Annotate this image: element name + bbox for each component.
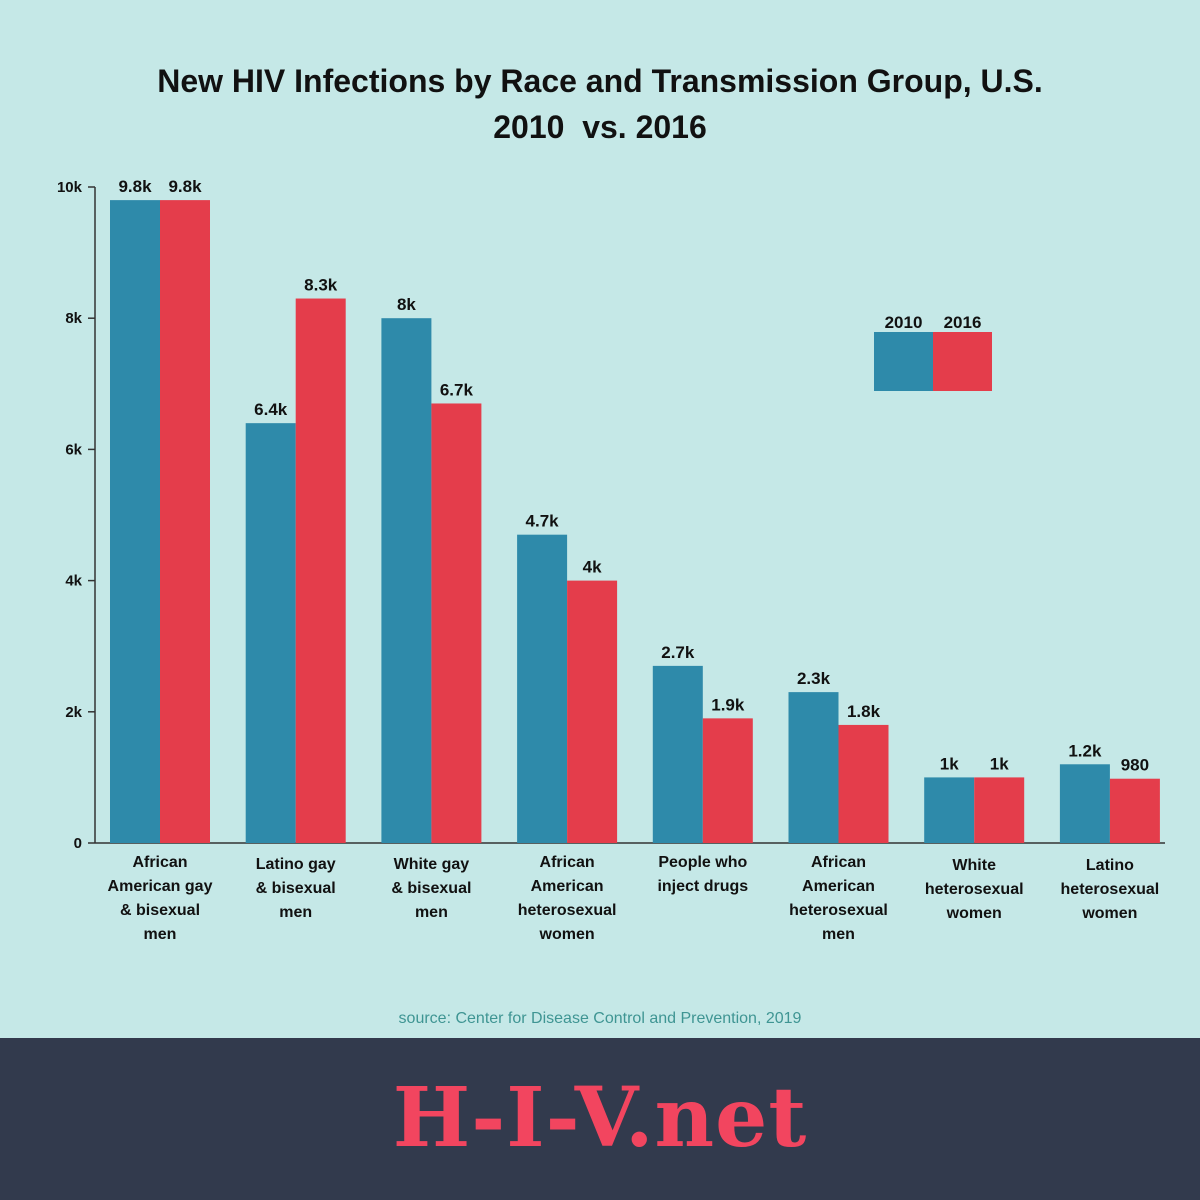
bar-label-2010-6: 1k (940, 754, 959, 773)
bar-label-2016-4: 1.9k (711, 695, 745, 714)
category-label-5-2: heterosexual (789, 902, 888, 919)
bar-label-2016-1: 8.3k (304, 276, 338, 295)
category-label-1-2: men (279, 904, 312, 921)
category-label-4-1: inject drugs (657, 878, 748, 895)
bar-label-2010-5: 2.3k (797, 669, 831, 688)
legend-swatch-2010 (874, 332, 933, 391)
bar-2016-6 (974, 777, 1025, 843)
bar-label-2010-3: 4.7k (526, 512, 560, 531)
bar-label-2016-6: 1k (990, 754, 1009, 773)
category-label-3-1: American (531, 878, 604, 895)
category-label-5-3: men (822, 926, 855, 943)
chart-title-line-1: New HIV Infections by Race and Transmiss… (157, 63, 1043, 99)
bar-2016-7 (1109, 778, 1160, 843)
bar-label-2016-0: 9.8k (168, 177, 202, 196)
bar-chart: 0 2k 4k 6k 8k 10k 9.8k 9.8k African American gay &… (57, 177, 1165, 943)
y-tick-label-5: 10k (57, 179, 83, 196)
category-label-0-1: American gay (108, 878, 213, 895)
legend-swatch-2016 (933, 332, 992, 391)
category-label-1-0: Latino gay (256, 856, 336, 873)
category-label-3-2: heterosexual (518, 902, 617, 919)
bar-2016-2 (431, 403, 482, 843)
y-tick-label-1: 2k (65, 704, 82, 721)
bar-label-2016-2: 6.7k (440, 380, 474, 399)
category-label-4-0: People who (658, 854, 747, 871)
chart-title: New HIV Infections by Race and Transmiss… (0, 58, 1200, 150)
category-label-3-0: African (540, 854, 595, 871)
bar-2016-3 (567, 580, 618, 843)
y-tick-label-4: 8k (65, 310, 82, 327)
bar-2016-0 (160, 200, 210, 843)
bar-2010-2 (381, 318, 432, 843)
bar-2016-1 (295, 298, 346, 843)
category-label-2-2: men (415, 904, 448, 921)
bar-label-2016-7: 980 (1121, 756, 1149, 775)
bar-2016-5 (838, 724, 889, 843)
bar-label-2010-2: 8k (397, 295, 416, 314)
category-label-0-2: & bisexual (120, 902, 200, 919)
category-label-6-1: heterosexual (925, 881, 1024, 898)
bar-2016-4 (702, 718, 753, 843)
category-label-2-1: & bisexual (391, 880, 471, 897)
bar-2010-4 (652, 665, 703, 843)
category-label-0-3: men (144, 926, 177, 943)
y-tick-label-0: 0 (74, 835, 82, 852)
bar-2010-3 (517, 534, 568, 843)
legend-label-2010: 2010 (885, 313, 923, 332)
y-tick-label-2: 4k (65, 573, 82, 590)
legend-label-2016: 2016 (944, 313, 982, 332)
category-label-5-1: American (802, 878, 875, 895)
category-label-7-2: women (1081, 905, 1137, 922)
bar-label-2016-3: 4k (583, 558, 602, 577)
y-tick-label-3: 6k (65, 441, 82, 458)
source-note: source: Center for Disease Control and P… (398, 1010, 802, 1027)
bar-label-2010-7: 1.2k (1068, 741, 1102, 760)
category-label-7-0: Latino (1086, 857, 1134, 874)
bar-2010-1 (245, 423, 296, 843)
chart-title-line-2: 2010 vs. 2016 (493, 109, 707, 145)
bar-2010-6 (924, 777, 975, 843)
bar-label-2016-5: 1.8k (847, 702, 881, 721)
category-label-1-1: & bisexual (256, 880, 336, 897)
category-label-2-0: White gay (394, 856, 470, 873)
bar-2010-5 (788, 692, 839, 843)
category-label-3-3: women (539, 926, 595, 943)
bar-2010-0 (110, 200, 160, 843)
brand-logo: H-I-V.net (392, 1070, 808, 1166)
footer-bar: H-I-V.net (0, 1038, 1200, 1200)
bar-label-2010-4: 2.7k (661, 643, 695, 662)
bar-2010-7 (1059, 764, 1110, 843)
bar-label-2010-0: 9.8k (118, 177, 152, 196)
category-label-7-1: heterosexual (1061, 881, 1160, 898)
bar-label-2010-1: 6.4k (254, 400, 288, 419)
category-label-5-0: African (811, 854, 866, 871)
category-label-0-0: African (132, 854, 187, 871)
category-label-6-2: women (946, 905, 1002, 922)
category-label-6-0: White (952, 857, 996, 874)
